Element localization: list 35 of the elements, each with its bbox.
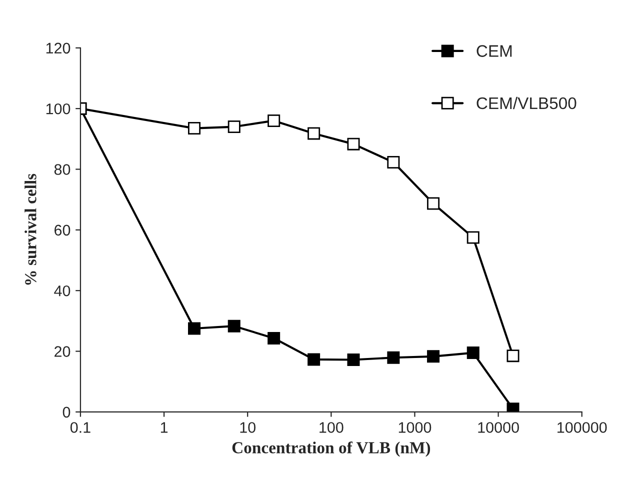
legend-label: CEM/VLB500 [476,96,576,110]
point [188,122,201,135]
x-axis-title: Concentration of VLB (nM) [232,441,430,457]
point [228,320,240,332]
y-tick-label: 100 [46,103,70,114]
point [308,127,320,140]
y-axis-title: % survival cells [24,174,36,285]
x-tick-label: 1 [160,422,168,433]
y-tick-label: 20 [54,346,70,357]
x-tick-label: 0.1 [70,422,90,433]
x-tick-label: 10000 [478,422,519,433]
x-tick-label: 100000 [558,422,607,433]
y-tick-label: 80 [54,164,70,175]
y-tick-label: 120 [46,42,70,54]
point [347,354,360,366]
point [268,114,280,127]
x-tick-label: 1000 [398,422,432,433]
legend-label: CEM [476,45,512,57]
y-tick-label: 0 [62,406,70,418]
point [188,322,201,335]
x-tick-label: 100 [320,422,344,433]
y-tick-label: 60 [54,224,70,236]
y-tick-label: 40 [54,285,70,296]
x-tick-label: 10 [240,422,256,433]
point [347,138,360,150]
point [268,332,280,344]
point [427,197,440,210]
point [466,346,480,360]
point [308,353,320,366]
point [466,231,480,244]
point [427,350,440,363]
point [387,351,400,364]
point [506,350,520,362]
point [228,120,240,134]
point [387,156,400,169]
